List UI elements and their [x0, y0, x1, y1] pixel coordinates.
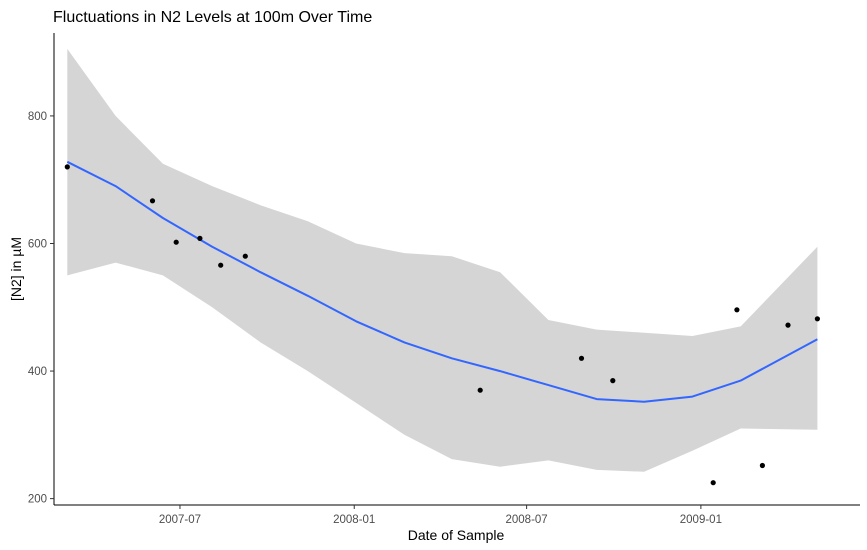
y-tick-label: 600	[28, 238, 47, 250]
data-point	[785, 322, 791, 328]
data-point	[149, 198, 156, 204]
x-tick-label: 2008-01	[333, 514, 375, 526]
confidence-band	[67, 48, 818, 472]
data-point	[173, 239, 179, 245]
data-point	[197, 235, 203, 241]
data-points	[64, 164, 821, 486]
x-tick-label: 2009-01	[680, 514, 722, 526]
chart-title: Fluctuations in N2 Levels at 100m Over T…	[53, 9, 372, 26]
smooth-line-layer	[66, 160, 818, 403]
smooth-line	[66, 160, 818, 403]
data-point	[218, 262, 224, 268]
data-point	[814, 316, 821, 322]
data-point	[710, 480, 716, 486]
y-tick-label: 800	[28, 111, 47, 123]
data-point	[477, 387, 483, 393]
data-point	[759, 462, 766, 469]
y-axis-title: [N2] in µM	[8, 237, 24, 301]
x-tick-label: 2007-07	[159, 514, 201, 526]
x-tick-label: 2008-07	[506, 514, 548, 526]
data-point	[242, 253, 248, 259]
y-axis-ticks: 200 400 600 800	[28, 111, 54, 506]
data-point	[578, 355, 585, 361]
data-point	[610, 378, 616, 384]
y-tick-label: 400	[28, 366, 47, 378]
confidence-band-layer	[67, 48, 818, 472]
y-tick-label: 200	[28, 494, 47, 506]
data-point	[64, 164, 70, 170]
data-point	[734, 307, 740, 313]
x-axis-title: Date of Sample	[408, 527, 505, 543]
x-axis-ticks: 2007-07 2008-01 2008-07 2009-01	[159, 505, 722, 526]
